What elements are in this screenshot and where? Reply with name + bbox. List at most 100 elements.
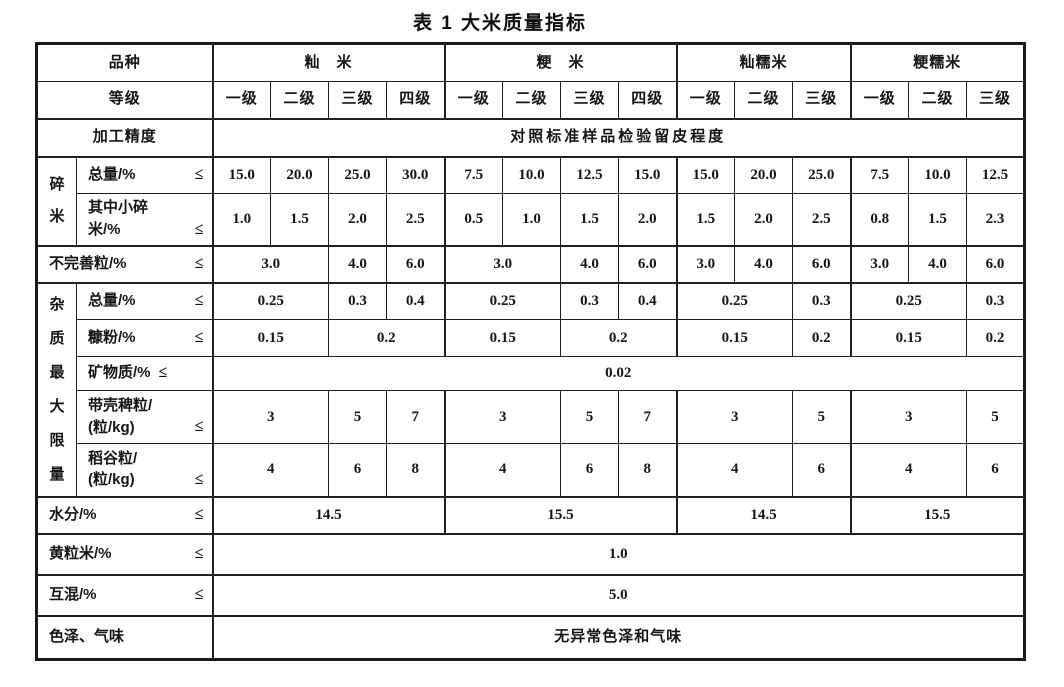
group-label-broken-rice: 碎米 bbox=[36, 155, 77, 246]
row-label-flex: 总量/% ≤ bbox=[78, 287, 212, 316]
value-cell: 15.5 bbox=[849, 495, 1025, 534]
yellow-rice-row: 黄粒米/% ≤ 1.0 bbox=[36, 532, 1025, 575]
mineral-row: 矿物质/% ≤ 0.02 bbox=[37, 356, 1025, 391]
row-label-flex: 稻谷粒/ (粒/kg) ≤ bbox=[78, 445, 212, 496]
value-cell: 0.3 bbox=[966, 281, 1025, 320]
row-label-flex: 带壳稗粒/ (粒/kg) ≤ bbox=[78, 392, 212, 443]
grade-cell: 三级 bbox=[328, 81, 387, 119]
group-header-indica: 籼 米 bbox=[211, 43, 445, 82]
value-cell: 0.25 bbox=[849, 281, 967, 320]
broken-small-row: 其中小碎 米/% ≤ 1.0 1.5 2.0 2.5 0.5 1.0 1.5 2.… bbox=[37, 193, 1025, 246]
grade-cell: 一级 bbox=[211, 81, 271, 119]
value-cell: 6 bbox=[328, 443, 387, 497]
value-cell: 1.5 bbox=[675, 193, 735, 246]
leq-symbol: ≤ bbox=[194, 544, 204, 562]
value-cell: 0.25 bbox=[443, 281, 561, 320]
value-cell: 2.0 bbox=[328, 193, 387, 246]
row-label-text: 互混/% bbox=[49, 585, 97, 603]
value-cell: 0.8 bbox=[849, 193, 909, 246]
value-cell: 14.5 bbox=[675, 495, 851, 534]
rice-quality-table: 品种 籼 米 粳 米 籼糯米 粳糯米 等级 一级 二级 三级 四级 一级 二级 … bbox=[35, 42, 1026, 661]
value-cell: 6 bbox=[792, 443, 851, 497]
row-label: 黄粒米/% ≤ bbox=[36, 532, 213, 575]
grade-cell: 二级 bbox=[734, 81, 793, 119]
value-cell: 0.15 bbox=[849, 319, 967, 357]
row-label: 其中小碎 米/% ≤ bbox=[76, 193, 213, 246]
row-label: 加工精度 bbox=[36, 117, 213, 157]
row-label: 矿物质/% ≤ bbox=[76, 356, 213, 391]
value-cell: 4 bbox=[443, 443, 561, 497]
value-cell: 0.25 bbox=[675, 281, 793, 320]
value-cell: 3.0 bbox=[443, 244, 561, 283]
grade-cell: 一级 bbox=[849, 81, 909, 119]
value-cell: 20.0 bbox=[734, 155, 793, 194]
value-cell: 12.5 bbox=[560, 155, 619, 194]
row-label-flex: 总量/% ≤ bbox=[78, 161, 212, 190]
value-cell: 4 bbox=[211, 443, 329, 497]
row-label-text: 带壳稗粒/ (粒/kg) bbox=[88, 396, 153, 436]
value-cell: 3 bbox=[443, 390, 561, 444]
value-cell: 2.3 bbox=[966, 193, 1025, 246]
value-cell: 15.5 bbox=[443, 495, 677, 534]
value-cell: 20.0 bbox=[270, 155, 329, 194]
value-cell: 3 bbox=[675, 390, 793, 444]
leq-symbol: ≤ bbox=[194, 165, 204, 183]
row-label: 总量/% ≤ bbox=[76, 155, 213, 194]
grade-cell: 三级 bbox=[966, 81, 1025, 119]
value-cell: 2.5 bbox=[386, 193, 445, 246]
row-label: 糠粉/% ≤ bbox=[76, 319, 213, 357]
value-cell: 6.0 bbox=[792, 244, 851, 283]
value-cell: 5 bbox=[792, 390, 851, 444]
row-label: 色泽、气味 bbox=[36, 614, 213, 660]
value-cell: 5.0 bbox=[211, 573, 1025, 616]
value-cell: 0.3 bbox=[792, 281, 851, 320]
value-cell: 8 bbox=[386, 443, 445, 497]
row-label-flex: 黄粒米/% ≤ bbox=[38, 540, 212, 569]
value-cell: 0.15 bbox=[443, 319, 561, 357]
value-cell: 12.5 bbox=[966, 155, 1025, 194]
leq-symbol: ≤ bbox=[194, 220, 204, 238]
row-label-text: 总量/% bbox=[88, 165, 136, 183]
value-cell: 无异常色泽和气味 bbox=[211, 614, 1025, 660]
value-cell: 对照标准样品检验留皮程度 bbox=[211, 117, 1025, 157]
value-cell: 6 bbox=[560, 443, 619, 497]
value-cell: 15.0 bbox=[211, 155, 271, 194]
value-cell: 4 bbox=[849, 443, 967, 497]
value-cell: 0.2 bbox=[328, 319, 445, 357]
value-cell: 0.15 bbox=[675, 319, 793, 357]
value-cell: 0.3 bbox=[560, 281, 619, 320]
value-cell: 10.0 bbox=[502, 155, 561, 194]
leq-symbol: ≤ bbox=[194, 254, 204, 272]
value-cell: 0.25 bbox=[211, 281, 329, 320]
grade-cell: 四级 bbox=[386, 81, 445, 119]
row-label: 互混/% ≤ bbox=[36, 573, 213, 616]
value-cell: 0.2 bbox=[560, 319, 677, 357]
row-label-text: 其中小碎 米/% bbox=[88, 199, 149, 238]
value-cell: 0.02 bbox=[211, 356, 1025, 391]
value-cell: 5 bbox=[966, 390, 1025, 444]
row-label-flex: 色泽、气味 bbox=[38, 623, 212, 652]
group-header-indica-glutinous: 籼糯米 bbox=[675, 43, 851, 82]
value-cell: 8 bbox=[618, 443, 677, 497]
row-label-text: 水分/% bbox=[49, 505, 97, 523]
row-label-text: 黄粒米/% bbox=[49, 544, 112, 562]
value-cell: 7.5 bbox=[443, 155, 503, 194]
value-cell: 0.2 bbox=[966, 319, 1025, 357]
row-label-flex: 不完善粒/% ≤ bbox=[38, 250, 212, 279]
leq-symbol: ≤ bbox=[194, 471, 204, 489]
value-cell: 0.3 bbox=[328, 281, 387, 320]
row-label-flex: 水分/% ≤ bbox=[38, 501, 212, 530]
row-label-flex: 糠粉/% ≤ bbox=[78, 324, 212, 353]
grade-cell: 二级 bbox=[502, 81, 561, 119]
color-odor-row: 色泽、气味 无异常色泽和气味 bbox=[36, 614, 1025, 660]
value-cell: 25.0 bbox=[792, 155, 851, 194]
row-label: 不完善粒/% ≤ bbox=[36, 244, 213, 283]
row-label-text: 糠粉/% bbox=[88, 328, 136, 346]
value-cell: 0.4 bbox=[386, 281, 445, 320]
value-cell: 4.0 bbox=[734, 244, 793, 283]
group-label-text: 杂质最大限量 bbox=[49, 295, 65, 483]
value-cell: 25.0 bbox=[328, 155, 387, 194]
value-cell: 1.5 bbox=[560, 193, 619, 246]
row-label: 带壳稗粒/ (粒/kg) ≤ bbox=[76, 390, 213, 444]
value-cell: 6 bbox=[966, 443, 1025, 497]
